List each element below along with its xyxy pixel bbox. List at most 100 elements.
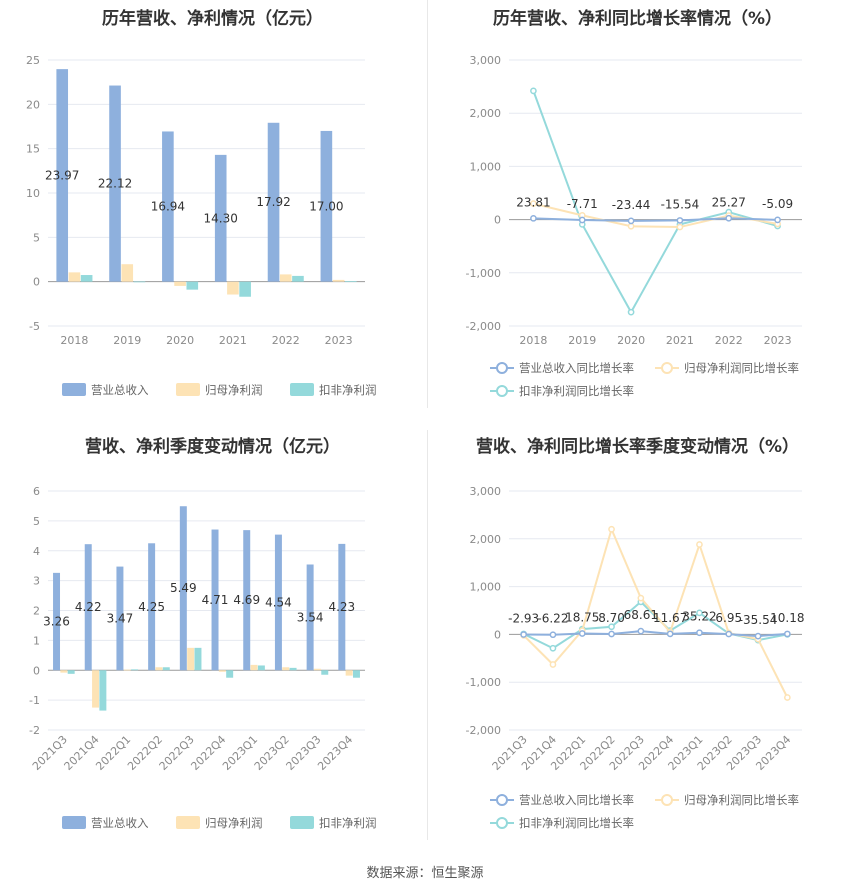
data-point-2 (627, 308, 635, 316)
data-label: 5.49 (170, 581, 197, 595)
annual-yoy-growth-panel: 历年营收、净利同比增长率情况（%） -2,000 -1,000 0 1,000 2,00… (425, 0, 850, 430)
data-point-0 (696, 629, 703, 637)
y-tick-label: 1,000 (470, 160, 502, 173)
y-tick-label: 5 (33, 515, 40, 528)
annual-revenue-profit-panel: 历年营收、净利情况（亿元） -5 0 5 10 15 20 25 2018 2019 2020 20… (0, 0, 425, 430)
bar-1 (121, 264, 134, 282)
bar-1 (60, 670, 68, 673)
bar-1 (332, 279, 345, 282)
data-label: 4.71 (202, 593, 229, 607)
data-point-1 (676, 223, 684, 231)
data-point-2 (696, 609, 703, 617)
legend-label: 归母净利润同比增长率 (684, 793, 799, 807)
data-point-2 (549, 644, 557, 652)
data-label: 11.67 (653, 611, 687, 625)
data-label: 16.94 (151, 200, 185, 214)
x-tick-label: 2020 (617, 334, 645, 347)
data-label: -2.93 (508, 612, 539, 626)
legend-swatch-marker (496, 385, 508, 397)
data-point-0 (666, 630, 674, 638)
data-label: -6.22 (537, 612, 568, 626)
y-tick-label: 0 (494, 628, 501, 641)
data-point-1 (784, 694, 791, 701)
chart-title: 营收、净利同比增长率季度变动情况（%） (475, 437, 800, 457)
x-tick-label: 2019 (113, 334, 141, 347)
y-tick-label: -2,000 (466, 724, 501, 737)
legend-swatch-marker (496, 794, 508, 806)
bar-2 (80, 275, 93, 282)
bar-0 (306, 564, 314, 671)
data-label: -7.71 (567, 197, 598, 211)
data-point-0 (520, 631, 528, 638)
chart-title: 历年营收、净利情况（亿元） (102, 9, 323, 29)
data-label: -15.54 (661, 197, 700, 211)
chart-title: 历年营收、净利同比增长率情况（%） (492, 9, 783, 29)
y-tick-label: -1,000 (466, 676, 501, 689)
data-point-0 (549, 631, 557, 639)
data-point-0 (608, 630, 615, 638)
bar-0 (320, 130, 333, 282)
y-tick-label: 2 (33, 605, 40, 618)
x-tick-label: 2020 (166, 334, 194, 347)
series-line-1 (533, 202, 778, 229)
data-point-0 (627, 217, 635, 225)
y-tick-label: -1 (29, 694, 40, 707)
data-point-0 (578, 216, 586, 224)
vertical-divider (427, 0, 428, 408)
legend-swatch (290, 383, 314, 396)
bar-0 (162, 131, 174, 282)
bar-1 (123, 669, 131, 671)
legend-label: 扣非净利润同比增长率 (519, 384, 634, 398)
data-point-1 (627, 222, 635, 230)
data-label: 4.54 (265, 595, 292, 609)
bar-2 (352, 670, 360, 678)
data-point-0 (774, 216, 781, 224)
legend-swatch-marker (661, 794, 673, 806)
data-label: 14.30 (204, 211, 238, 225)
data-label: 4.23 (328, 600, 355, 614)
data-label: 22.12 (98, 177, 132, 191)
data-label: 3.47 (107, 611, 134, 625)
bar-1 (218, 670, 226, 672)
data-point-0 (578, 630, 586, 637)
y-tick-label: 5 (33, 231, 40, 244)
bar-0 (267, 122, 280, 282)
bar-2 (292, 275, 304, 282)
bar-2 (194, 647, 202, 671)
x-tick-label: 2021 (666, 334, 694, 347)
bar-2 (131, 669, 139, 671)
data-point-0 (530, 214, 537, 222)
bar-1 (345, 670, 353, 676)
data-label: 4.25 (138, 600, 165, 614)
legend-swatch-marker (496, 817, 508, 829)
quarterly-revenue-profit-chart: -2-101234562021Q32021Q42022Q12022Q22022Q… (29, 485, 376, 830)
data-label: 3.26 (43, 615, 70, 629)
data-point-1 (608, 525, 615, 533)
bar-0 (109, 85, 121, 282)
data-point-1 (530, 200, 537, 207)
x-tick-label: 2023 (325, 334, 353, 347)
quarterly-yoy-growth-chart: -2,000-1,00001,0002,0003,0002021Q32021Q4… (466, 485, 805, 830)
legend-label: 营业总收入同比增长率 (519, 793, 634, 807)
data-point-2 (530, 87, 537, 95)
bar-1 (187, 647, 195, 671)
data-label: 18.75 (565, 611, 599, 625)
y-tick-label: 15 (26, 143, 40, 156)
bar-0 (84, 544, 92, 671)
y-tick-label: 3,000 (470, 485, 502, 498)
legend-swatch (176, 383, 200, 396)
annual-yoy-growth-chart: -2,000 -1,000 0 1,000 2,000 3,000 2018 2019 2020… (466, 54, 802, 398)
y-tick-label: 2,000 (470, 533, 502, 546)
data-label: -5.09 (762, 197, 793, 211)
data-point-0 (676, 217, 684, 224)
data-source-note: 数据来源：恒生聚源 (366, 866, 484, 881)
bar-2 (99, 670, 107, 711)
series-line-0 (523, 630, 788, 638)
bar-1 (227, 281, 239, 295)
y-tick-label: -5 (29, 320, 40, 333)
data-label: -35.54 (739, 613, 778, 627)
y-tick-label: -1,000 (466, 267, 501, 280)
data-label: 4.69 (233, 593, 260, 607)
x-tick-label: 2018 (519, 334, 547, 347)
legend-swatch (290, 816, 314, 829)
